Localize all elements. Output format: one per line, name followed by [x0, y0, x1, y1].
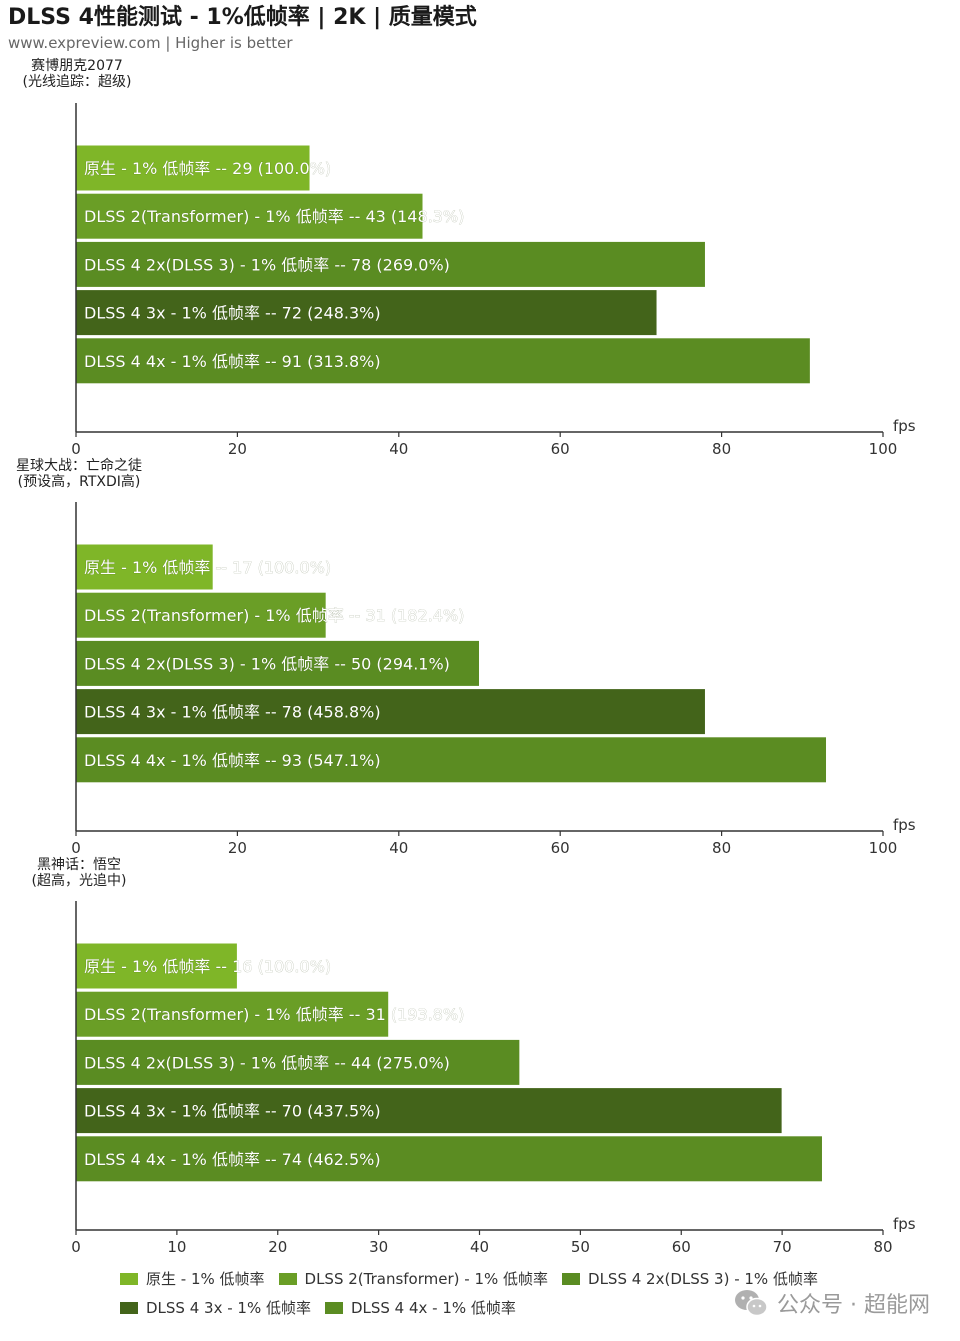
legend-label-dlss2: DLSS 2(Transformer) - 1% 低帧率	[304, 1270, 549, 1288]
chart-3-bar-label-2: DLSS 2(Transformer) - 1% 低帧率 -- 31 (193.…	[84, 1005, 464, 1024]
chart-3-tick-label-6: 50	[571, 1238, 590, 1256]
chart-1-bar-1	[75, 144, 311, 192]
chart-3-bar-4	[75, 1087, 783, 1135]
chart-1-bar-label-3: DLSS 4 2x(DLSS 3) - 1% 低帧率 -- 78 (269.0%…	[84, 255, 450, 274]
legend-item-native: 原生 - 1% 低帧率	[120, 1268, 265, 1289]
chart-1-bar-label-1: 原生 - 1% 低帧率 -- 29 (100.0%)	[84, 159, 331, 178]
chart-3-bar-label-4: DLSS 4 3x - 1% 低帧率 -- 70 (437.5%)	[84, 1102, 381, 1121]
legend-swatch-native	[120, 1272, 138, 1285]
chart-3-tick-label-4: 30	[369, 1238, 388, 1256]
chart-2-tick-label-2: 20	[228, 839, 247, 857]
chart-1-bar-4	[75, 289, 658, 337]
legend-label-dlss4-4x: DLSS 4 4x - 1% 低帧率	[350, 1299, 516, 1317]
chart-3-tick-label-5: 40	[470, 1238, 489, 1256]
legend-item-dlss4-2x: DLSS 4 2x(DLSS 3) - 1% 低帧率	[562, 1268, 818, 1289]
chart-2-bar-label-3: DLSS 4 2x(DLSS 3) - 1% 低帧率 -- 50 (294.1%…	[84, 654, 450, 673]
chart-3-bar-label-3: DLSS 4 2x(DLSS 3) - 1% 低帧率 -- 44 (275.0%…	[84, 1053, 450, 1072]
chart-3-bar-label-5: DLSS 4 4x - 1% 低帧率 -- 74 (462.5%)	[84, 1150, 381, 1169]
chart-2-bar-label-4: DLSS 4 3x - 1% 低帧率 -- 78 (458.8%)	[84, 703, 381, 722]
legend-swatch-dlss4-2x	[562, 1272, 581, 1285]
chart-1-bar-5	[75, 337, 811, 385]
chart-3-tick-label-7: 60	[672, 1238, 691, 1256]
chart-3-tick-label-3: 20	[268, 1238, 287, 1256]
watermark: 公众号 · 超能网	[733, 1287, 930, 1319]
chart-2-bar-2	[75, 591, 327, 639]
panel-2-game-settings: (预设高，RTXDI高)	[17, 474, 141, 490]
chart-1-tick-label-5: 80	[712, 440, 731, 458]
chart-2-bar-label-1: 原生 - 1% 低帧率 -- 17 (100.0%)	[84, 558, 331, 577]
chart-1-tick-label-6: 100	[869, 440, 898, 458]
page-title: DLSS 4性能测试 - 1%低帧率 | 2K | 质量模式	[8, 5, 477, 30]
legend-swatch-dlss2	[278, 1272, 297, 1285]
legend-swatch-dlss4-3x	[120, 1301, 138, 1314]
chart-1-x-unit-label: fps	[893, 417, 916, 435]
panel-3-game-settings: (超高，光追中)	[31, 873, 127, 889]
panel-3-game-label: 黑神话：悟空 (超高，光追中)	[14, 857, 144, 889]
chart-1-tick-label-1: 0	[71, 440, 81, 458]
chart-2-bar-1	[75, 543, 214, 591]
wechat-icon	[735, 1290, 768, 1317]
chart-3-x-unit-label: fps	[893, 1215, 916, 1233]
chart-3-tick-label-9: 80	[873, 1238, 892, 1256]
panel-1-game-title: 赛博朋克2077	[31, 58, 123, 74]
chart-3-bar-5	[75, 1135, 823, 1183]
chart-2-tick-label-4: 60	[551, 839, 570, 857]
chart-2-tick-label-1: 0	[71, 839, 81, 857]
legend-item-dlss4-4x: DLSS 4 4x - 1% 低帧率	[324, 1297, 516, 1318]
page-subtitle: www.expreview.com | Higher is better	[8, 34, 293, 52]
chart-3-bar-3	[75, 1038, 521, 1086]
chart-1-bar-2	[75, 192, 424, 240]
legend-swatch-dlss4-4x	[324, 1301, 343, 1314]
legend-label-native: 原生 - 1% 低帧率	[146, 1270, 265, 1288]
legend-item-dlss4-3x: DLSS 4 3x - 1% 低帧率	[120, 1297, 311, 1318]
chart-1-bar-label-4: DLSS 4 3x - 1% 低帧率 -- 72 (248.3%)	[84, 304, 381, 323]
chart-2-bar-4	[75, 688, 706, 736]
chart-1-tick-label-3: 40	[389, 440, 408, 458]
chart-2-bar-3	[75, 639, 480, 687]
chart-3-bar-label-1: 原生 - 1% 低帧率 -- 16 (100.0%)	[84, 957, 331, 976]
watermark-text: 公众号 · 超能网	[777, 1293, 930, 1318]
panel-2-game-label: 星球大战：亡命之徒 (预设高，RTXDI高)	[4, 458, 154, 490]
chart-2-tick-label-3: 40	[389, 839, 408, 857]
legend-label-dlss4-3x: DLSS 4 3x - 1% 低帧率	[146, 1299, 311, 1317]
chart-3-bar-2	[75, 990, 390, 1038]
panel-2-game-title: 星球大战：亡命之徒	[16, 458, 142, 474]
chart-3-tick-label-1: 0	[71, 1238, 81, 1256]
legend-item-dlss2: DLSS 2(Transformer) - 1% 低帧率	[278, 1268, 549, 1289]
chart-1-bar-label-2: DLSS 2(Transformer) - 1% 低帧率 -- 43 (148.…	[84, 207, 464, 226]
legend-row-2: DLSS 4 3x - 1% 低帧率 DLSS 4 4x - 1% 低帧率	[120, 1293, 880, 1322]
chart-3-tick-label-2: 10	[167, 1238, 186, 1256]
chart-2-bar-label-2: DLSS 2(Transformer) - 1% 低帧率 -- 31 (182.…	[84, 606, 464, 625]
chart-2-x-unit-label: fps	[893, 816, 916, 834]
legend-row-1: 原生 - 1% 低帧率 DLSS 2(Transformer) - 1% 低帧率…	[120, 1264, 880, 1293]
chart-header: DLSS 4性能测试 - 1%低帧率 | 2K | 质量模式 www.expre…	[8, 4, 477, 54]
chart-2-tick-label-6: 100	[869, 839, 898, 857]
panel-3-game-title: 黑神话：悟空	[37, 857, 121, 873]
legend-label-dlss4-2x: DLSS 4 2x(DLSS 3) - 1% 低帧率	[588, 1270, 818, 1288]
chart-1-bar-3	[75, 240, 706, 288]
panel-2-bar-chart: 原生 - 1% 低帧率 -- 17 (100.0%) DLSS 2(Transfo…	[71, 502, 916, 857]
panel-1-game-settings: (光线追踪：超级)	[22, 74, 132, 90]
panel-1-game-label: 赛博朋克2077 (光线追踪：超级)	[12, 58, 142, 90]
chart-2-bar-label-5: DLSS 4 4x - 1% 低帧率 -- 93 (547.1%)	[84, 751, 381, 770]
chart-legend: 原生 - 1% 低帧率 DLSS 2(Transformer) - 1% 低帧率…	[120, 1264, 880, 1322]
chart-2-tick-label-5: 80	[712, 839, 731, 857]
chart-1-tick-label-2: 20	[228, 440, 247, 458]
chart-2-bar-5	[75, 736, 828, 784]
chart-1-bar-label-5: DLSS 4 4x - 1% 低帧率 -- 91 (313.8%)	[84, 352, 381, 371]
chart-1-tick-label-4: 60	[551, 440, 570, 458]
panel-1-bar-chart: 原生 - 1% 低帧率 -- 29 (100.0%) DLSS 2(Transfo…	[71, 103, 916, 458]
panel-3-bar-chart: 原生 - 1% 低帧率 -- 16 (100.0%) DLSS 2(Transfo…	[71, 901, 916, 1256]
chart-3-bar-1	[75, 942, 238, 990]
chart-3-tick-label-8: 70	[773, 1238, 792, 1256]
